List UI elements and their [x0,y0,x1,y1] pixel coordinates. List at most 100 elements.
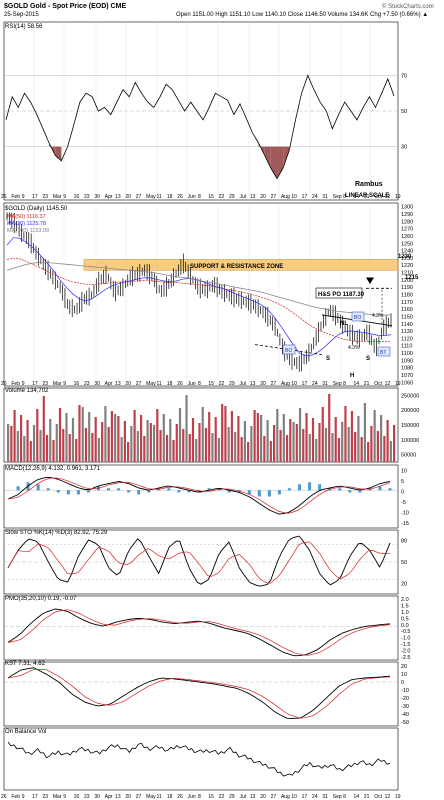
x-tick-bottom-35: 21 [364,794,370,800]
macd-signal-line [7,477,391,514]
price-panel-frame [3,202,399,387]
price-tick-10: 1200 [401,278,413,284]
volume-tick-3: 100000 [401,438,419,444]
volume-bar [279,430,282,462]
x-tick-price-13: 27 [136,381,142,387]
macd-histogram-bar [358,490,362,493]
x-tick-price-31: 31 [322,381,328,387]
macd-histogram-bar [177,490,181,493]
x-tick-top-12: 20 [125,194,131,200]
volume-bar [159,430,162,462]
pmo-tick-2: 1.0 [401,610,409,616]
pmo-signal-line [7,609,391,656]
x-tick-bottom-38: 19 [395,794,401,800]
volume-bar [263,436,266,462]
volume-bar [276,409,279,462]
price-tick-13: 1170 [401,300,413,306]
breakout-label-1: BO [285,348,292,354]
x-tick-bottom-24: 13 [250,794,256,800]
volume-bar [354,432,357,462]
price-tick-7: 1230 [401,256,413,262]
volume-bar [198,423,201,462]
x-tick-bottom-3: 17 [32,794,38,800]
volume-bar [185,395,188,462]
macd-histogram-bar [348,490,352,493]
volume-bar [224,406,227,462]
macd-histogram-bar [76,490,80,495]
volume-bar [13,410,16,462]
volume-bar [243,421,246,462]
volume-bar [71,418,75,462]
kst-panel-frame [3,661,399,727]
volume-bar [315,439,318,462]
ma100-line [6,261,392,316]
price-tick-23: 1070 [401,373,413,379]
x-tick-bottom-30: 24 [312,794,318,800]
x-tick-bottom-18: Jun [188,794,196,800]
macd-panel-frame [3,464,399,529]
volume-bar [308,434,311,462]
volume-bar [127,442,130,462]
volume-bar [321,407,324,462]
volume-bar [178,408,182,462]
volume-bar [295,424,298,462]
support-resistance-zone [83,259,399,271]
x-tick-top-10: Apr [105,194,113,200]
macd-histogram-bar [247,490,251,495]
x-tick-price-4: 23 [42,381,48,387]
obv-label: On Balance Vol [5,729,46,735]
stoch-k-line [7,535,391,587]
volume-bar [136,431,139,462]
pmo-tick-4: 0.0 [401,623,409,629]
x-tick-price-33: 8 [343,381,346,387]
x-tick-top-19: 8 [198,194,201,200]
x-tick-bottom-13: 27 [136,794,142,800]
x-tick-bottom-11: 13 [115,794,121,800]
pmo-tick-0: 2.0 [401,597,409,603]
x-tick-bottom-9: 30 [94,794,100,800]
volume-bar [386,420,389,462]
macd-histogram-bar [378,486,382,491]
x-tick-price-8: 23 [84,381,90,387]
volume-bar [311,418,315,462]
volume-bar [240,437,243,462]
x-tick-top-15: 11 [157,194,162,200]
volume-bar [133,410,136,462]
x-tick-price-17: 26 [177,381,183,387]
volume-bar [250,426,253,462]
macd-histogram-bar [187,490,191,493]
volume-bar [318,423,321,462]
volume-bar [292,422,295,462]
volume-bar [107,427,110,462]
x-tick-top-35: 21 [364,194,370,200]
price-tick-17: 1130 [401,329,413,335]
volume-bar [195,439,198,462]
breakout-box-1 [282,344,296,355]
x-tick-bottom-2: 9 [22,794,25,800]
volume-bar [208,412,211,462]
pmo-line [7,608,391,657]
volume-bar [143,436,146,462]
volume-bar [175,424,178,462]
pmo-label: PMO(35,20,10) 0.19, -0.07 [5,596,77,602]
x-tick-price-23: Jul [239,381,245,387]
volume-bar [337,438,341,462]
volume-bar [230,411,234,462]
pmo-tick-7: -1.5 [401,642,410,648]
macd-histogram-bar [56,490,60,493]
volume-bar [120,437,123,462]
obv-line [7,741,391,777]
volume-bar [29,441,32,462]
linear-scale-annotation: LINEAR SCALE [345,193,389,199]
rsi-line [5,74,395,180]
volume-bar [114,414,117,462]
volume-bar [191,418,195,462]
macd-histogram-bar [257,490,261,497]
price-tick-16: 1140 [401,322,413,328]
symbol-title: $GOLD Gold - Spot Price (EOD) CME [4,3,126,10]
backtest-box [377,346,391,357]
volume-bar [65,413,68,462]
price-tick-2: 1280 [401,219,413,225]
macd-line [7,476,391,515]
ma100-legend: MA(100) 1153.09 [7,228,49,234]
